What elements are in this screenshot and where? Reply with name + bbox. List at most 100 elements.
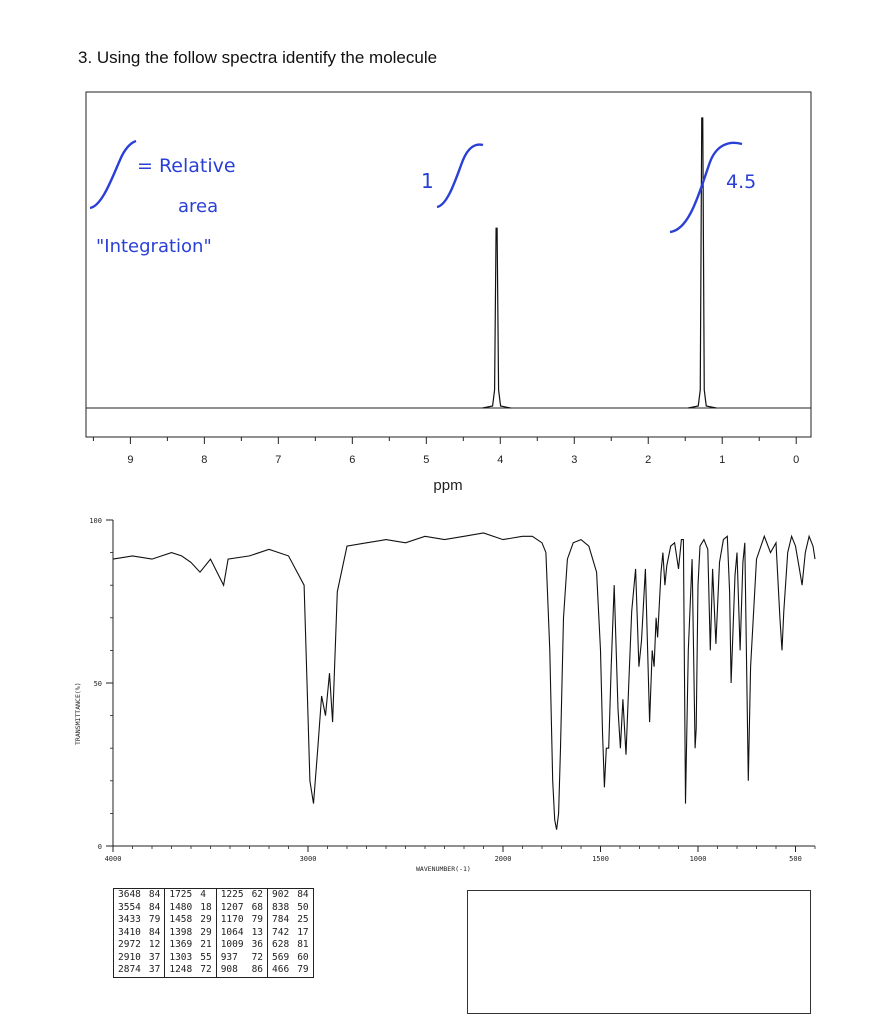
table-cell-wavenumber: 2972 [118, 939, 141, 950]
table-cell-wavenumber: 3410 [118, 926, 141, 938]
table-cell-transmittance: 60 [297, 951, 309, 963]
table-row: 2910 37 1303 55 937 72 569 60 [114, 951, 314, 964]
table-cell-transmittance: 79 [144, 914, 166, 927]
table-cell-wavenumber: 784 [272, 914, 290, 925]
table-cell-transmittance: 68 [247, 901, 269, 914]
ir-x-tick-label: 1000 [690, 855, 707, 863]
ir-y-tick-label: 0 [98, 843, 102, 851]
handwritten-annotations: = Relative area "Integration" 1 4.5 [89, 139, 756, 257]
ir-x-label: WAVENUMBER(-1) [416, 865, 471, 873]
table-row: 3554 84 1480 18 1207 68 838 50 [114, 901, 314, 914]
table-cell-transmittance: 79 [297, 964, 309, 975]
table-cell-wavenumber: 937 [220, 951, 238, 963]
ir-x-tick-label: 1500 [592, 855, 609, 863]
table-cell-wavenumber: 1480 [169, 901, 193, 913]
table-cell-wavenumber: 466 [272, 964, 290, 975]
nmr-peak [482, 227, 511, 409]
nmr-tick-label: 9 [127, 454, 133, 466]
table-cell-transmittance: 86 [247, 964, 269, 977]
integral-def-line3: "Integration" [96, 236, 212, 257]
table-cell-wavenumber: 838 [272, 901, 290, 913]
ir-x-tick-label: 500 [789, 855, 802, 863]
table-row: 3648 84 1725 4 1225 62 902 84 [114, 888, 314, 902]
nmr-tick-label: 3 [571, 454, 577, 466]
integral-sign-icon [89, 139, 137, 210]
table-row: 3410 84 1398 29 1064 13 742 17 [114, 926, 314, 939]
table-cell-transmittance: 72 [196, 964, 217, 977]
table-cell-transmittance: 55 [196, 951, 217, 964]
ir-x-ticks: 4000 3000 2000 1500 1000 500 [105, 846, 802, 863]
nmr-peaks [482, 117, 717, 409]
table-cell-transmittance: 81 [297, 939, 309, 950]
table-cell-wavenumber: 569 [272, 951, 290, 963]
table-cell-transmittance: 84 [144, 901, 166, 914]
ir-x-tick-label: 2000 [495, 855, 512, 863]
table-cell-transmittance: 17 [297, 926, 309, 938]
table-cell-transmittance: 84 [144, 888, 166, 902]
table-cell-wavenumber: 3433 [118, 914, 141, 925]
table-cell-transmittance: 84 [144, 926, 166, 939]
table-cell-wavenumber: 1064 [220, 926, 244, 938]
ir-y-ticks: 100 50 0 [89, 517, 113, 851]
table-cell-transmittance: 72 [247, 951, 269, 964]
table-row: 2972 12 1369 21 1009 36 628 81 [114, 939, 314, 952]
table-cell-wavenumber: 742 [272, 926, 290, 938]
table-cell-transmittance: 79 [247, 914, 269, 927]
table-cell-wavenumber: 628 [272, 939, 290, 950]
nmr-tick-label: 8 [201, 454, 207, 466]
nmr-peak [688, 117, 717, 409]
nmr-x-label: ppm [433, 477, 462, 494]
table-cell-transmittance: 25 [297, 914, 309, 925]
nmr-tick-label: 4 [497, 454, 503, 466]
ir-x-tick-label: 3000 [300, 855, 317, 863]
table-cell-wavenumber: 3554 [118, 901, 141, 913]
integral-def-line1: = Relative [137, 155, 236, 177]
question-text: 3. Using the follow spectra identify the… [78, 48, 438, 67]
table-row: 3433 79 1458 29 1170 79 784 25 [114, 914, 314, 927]
table-cell-wavenumber: 1398 [169, 926, 193, 938]
nmr-tick-label: 2 [645, 454, 651, 466]
nmr-spectrum: 9 8 7 6 5 4 3 2 1 0 ppm = Relative area "Integrat… [85, 91, 812, 494]
table-cell-transmittance: 50 [297, 901, 309, 913]
table-cell-wavenumber: 1369 [169, 939, 193, 950]
ir-y-tick-label: 50 [94, 680, 102, 688]
nmr-tick-label: 6 [349, 454, 355, 466]
integral-sign-icon [669, 141, 743, 234]
ir-x-tick-label: 4000 [105, 855, 122, 863]
table-cell-transmittance: 18 [196, 901, 217, 914]
table-cell-wavenumber: 908 [220, 964, 238, 975]
table-cell-wavenumber: 1303 [169, 951, 193, 963]
table-cell-transmittance: 21 [196, 939, 217, 952]
table-cell-wavenumber: 1458 [169, 914, 193, 925]
nmr-frame [85, 91, 812, 438]
ir-peak-table: 3648 84 1725 4 1225 62 902 84 3554 84 1480 18 1207 68… [113, 888, 314, 978]
table-cell-wavenumber: 2874 [118, 964, 141, 975]
ir-series-line [112, 532, 816, 830]
nmr-tick-label: 7 [275, 454, 281, 466]
nmr-tick-label: 5 [423, 454, 429, 466]
table-cell-transmittance: 84 [297, 889, 309, 900]
table-cell-wavenumber: 902 [272, 889, 290, 900]
nmr-ticks [92, 437, 797, 444]
table-cell-wavenumber: 1009 [220, 939, 244, 950]
peak2-integral-label: 4.5 [726, 171, 756, 193]
peak1-integral-label: 1 [421, 169, 434, 193]
ir-y-label: TRANSMITTANCE(%) [74, 682, 82, 745]
ir-y-tick-label: 100 [89, 517, 102, 525]
table-cell-wavenumber: 3648 [118, 889, 141, 900]
nmr-tick-label: 1 [719, 454, 725, 466]
ir-minor-ticks [110, 519, 816, 849]
table-cell-transmittance: 37 [144, 964, 166, 977]
nmr-tick-label: 0 [793, 454, 799, 466]
integral-def-line2: area [178, 196, 218, 217]
table-cell-transmittance: 4 [196, 888, 217, 902]
table-cell-transmittance: 13 [247, 926, 269, 939]
table-cell-transmittance: 36 [247, 939, 269, 952]
answer-box[interactable] [467, 890, 811, 1014]
nmr-tick-labels: 9 8 7 6 5 4 3 2 1 0 [127, 454, 799, 466]
table-cell-wavenumber: 1170 [220, 914, 244, 925]
integral-sign-icon [436, 143, 484, 209]
table-cell-transmittance: 29 [196, 926, 217, 939]
